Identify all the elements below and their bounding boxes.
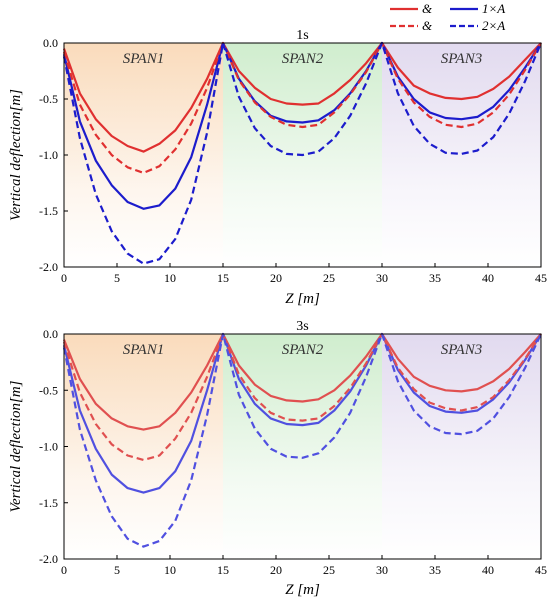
panel-title: 1s (296, 28, 308, 43)
x-axis-label: Z [m] (285, 291, 320, 307)
x-tick-label: 10 (164, 563, 176, 577)
panel-2: SPAN1 SPAN2 SPAN3 0 5 10 15 20 25 30 35 40 45 0.0 -0.5… (8, 319, 547, 598)
span-label-2: SPAN2 (282, 342, 324, 358)
y-tick-label: -1.0 (39, 440, 58, 454)
x-tick-label: 15 (217, 563, 229, 577)
x-tick-label: 20 (270, 563, 282, 577)
span-label-3: SPAN3 (441, 51, 482, 67)
x-tick-label: 30 (376, 271, 388, 285)
legend: & 1×A & 2×A (390, 1, 505, 33)
x-tick-label: 45 (535, 271, 547, 285)
series-line-1 (62, 41, 542, 153)
x-tick-label: 15 (217, 271, 229, 285)
y-tick-label: -1.5 (39, 496, 58, 510)
series-line-2 (62, 41, 542, 210)
x-tick-label: 10 (164, 271, 176, 285)
y-tick-label: -0.5 (39, 92, 58, 106)
x-tick-label: 40 (482, 563, 494, 577)
x-tick-label: 25 (323, 563, 335, 577)
y-tick-label: 0.0 (43, 36, 58, 50)
y-tick-label: -1.5 (39, 204, 58, 218)
x-tick-label: 25 (323, 271, 335, 285)
x-axis-label: Z [m] (285, 582, 320, 598)
y-tick-label: -1.0 (39, 148, 58, 162)
span-region-1 (64, 43, 223, 267)
span-label-3: SPAN3 (441, 342, 482, 358)
span-label-2: SPAN2 (282, 51, 324, 67)
y-tick-label: -2.0 (39, 260, 58, 274)
panel-1: SPAN1 SPAN2 SPAN3 0 5 10 15 20 25 30 35 40 45 0.0 -0.5… (8, 28, 547, 307)
x-tick-label: 0 (61, 271, 67, 285)
x-tick-label: 45 (535, 563, 547, 577)
x-tick-label: 20 (270, 271, 282, 285)
y-tick-label: -0.5 (39, 383, 58, 397)
x-tick-label: 0 (61, 563, 67, 577)
series-line-2 (62, 332, 542, 494)
series-line-1 (62, 332, 542, 431)
x-tick-label: 5 (114, 271, 120, 285)
y-tick-label: 0.0 (43, 327, 58, 341)
x-tick-label: 35 (429, 271, 441, 285)
legend-label-1: & (422, 1, 433, 16)
series-line-3 (62, 41, 542, 174)
x-tick-label: 35 (429, 563, 441, 577)
x-tick-label: 5 (114, 563, 120, 577)
panel-title: 3s (296, 319, 308, 334)
span-region-2 (223, 334, 382, 559)
y-axis-label: Vertical deflection[m] (8, 380, 24, 512)
span-label-1: SPAN1 (123, 342, 164, 358)
series-line-3 (62, 332, 542, 462)
legend-label-3: & (422, 18, 433, 33)
y-tick-label: -2.0 (39, 552, 58, 566)
span-region-1 (64, 334, 223, 559)
series-line-4 (62, 41, 543, 265)
span-label-1: SPAN1 (123, 51, 164, 67)
series-line-4 (62, 332, 542, 548)
x-tick-label: 40 (482, 271, 494, 285)
x-tick-label: 30 (376, 563, 388, 577)
legend-label-4: 2×A (482, 18, 505, 33)
legend-label-2: 1×A (482, 1, 505, 16)
y-axis-label: Vertical deflection[m] (8, 89, 24, 221)
